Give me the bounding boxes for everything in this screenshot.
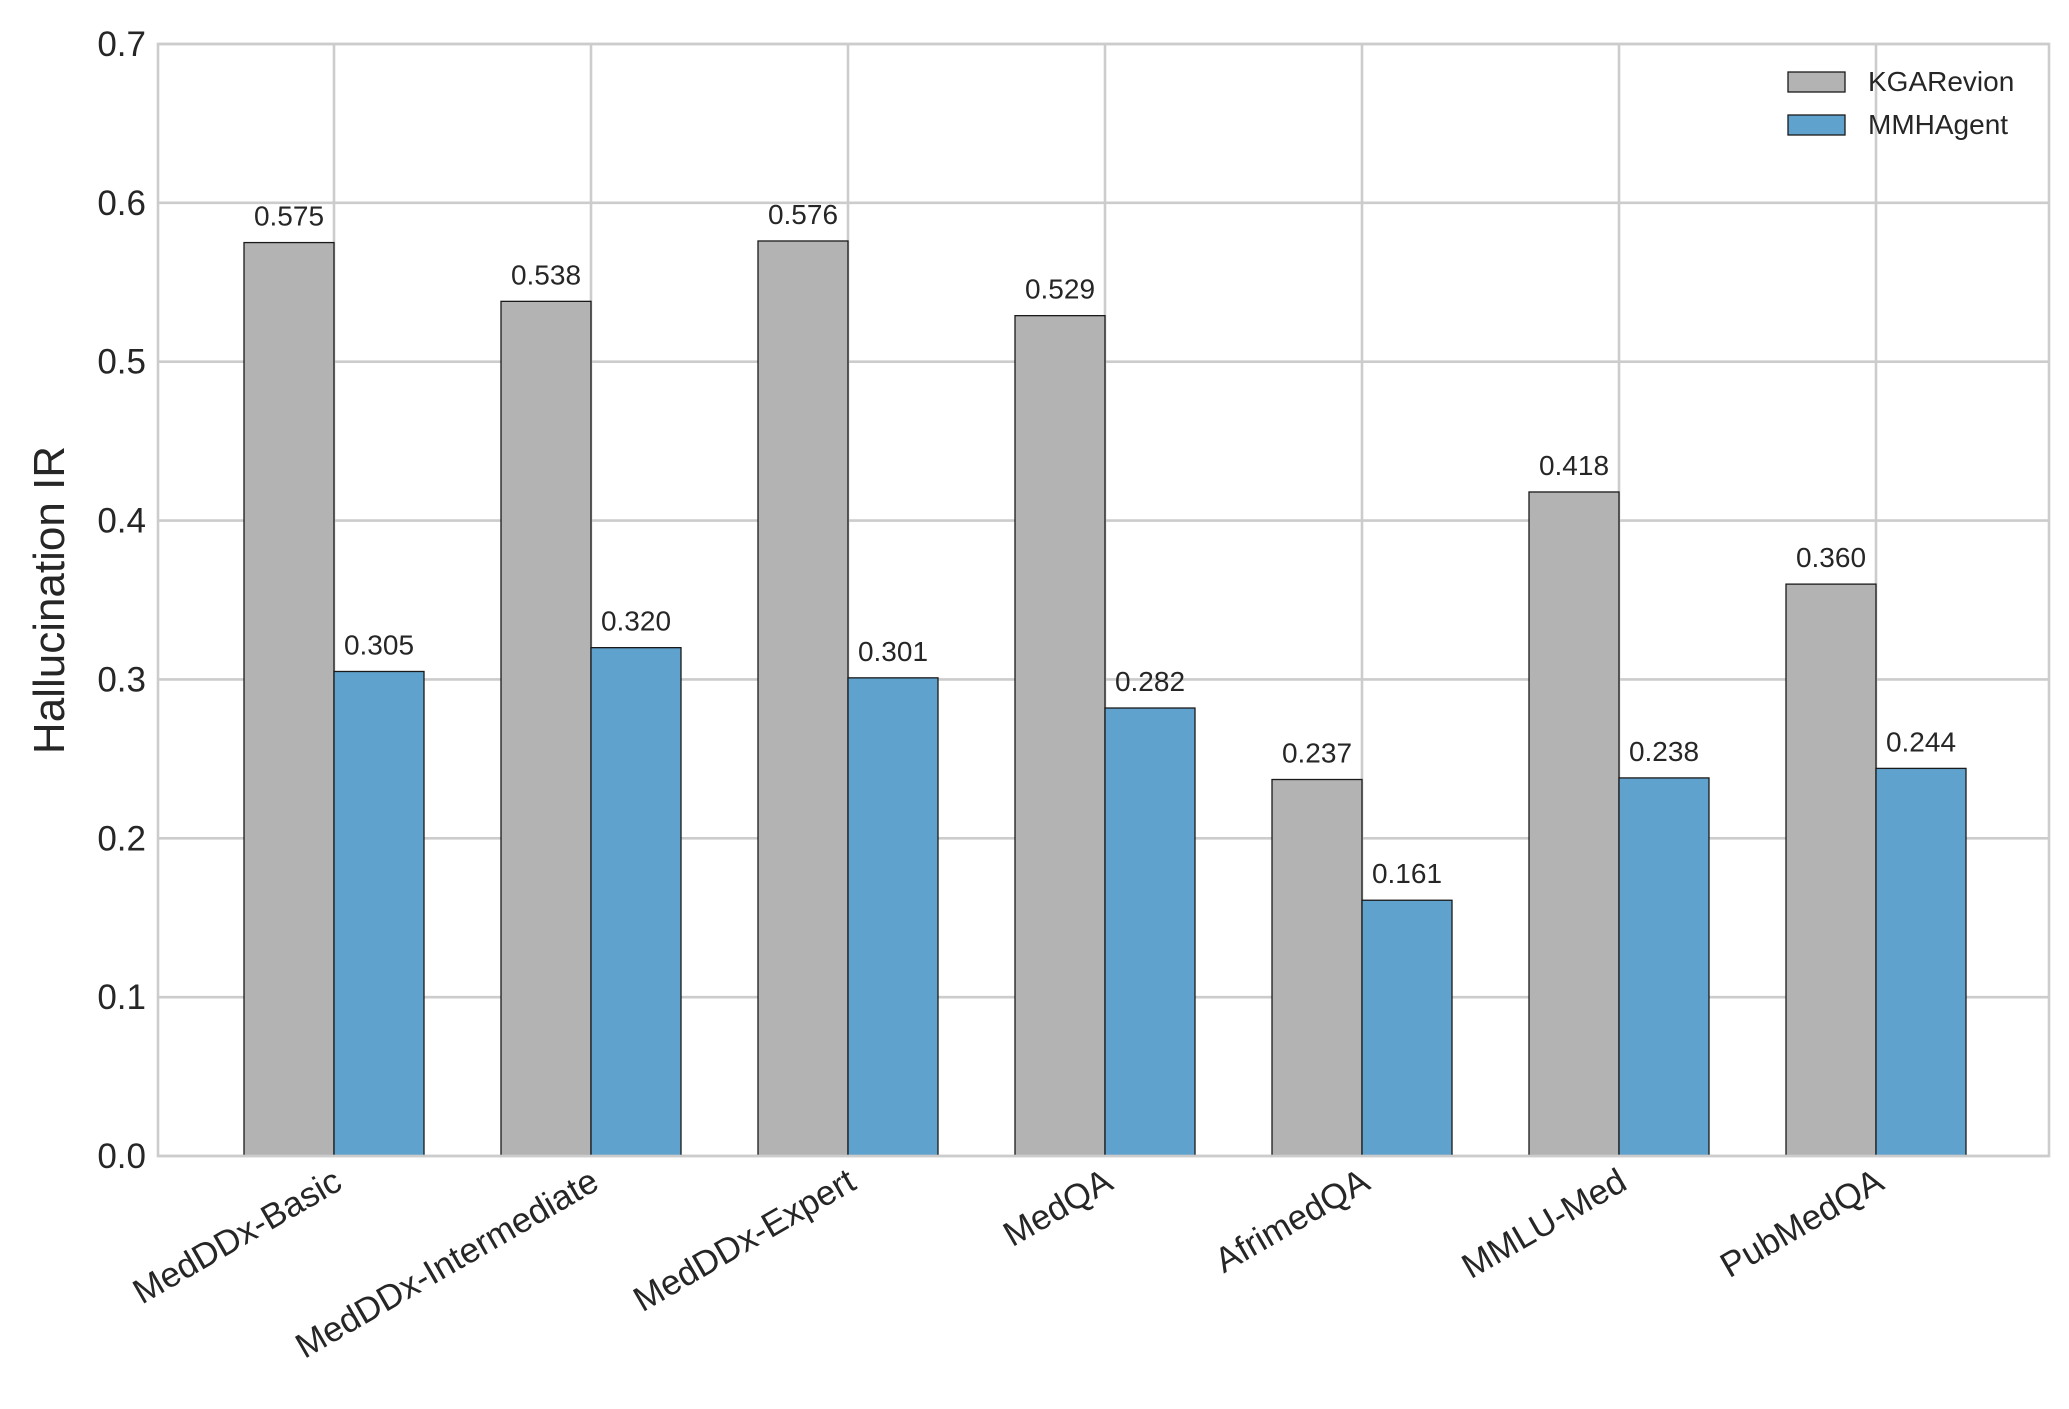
y-tick-label: 0.3 <box>97 660 146 699</box>
bar-kgarevion-pubmedqa[interactable] <box>1785 583 1877 1157</box>
x-tick-label: MMLU-Med <box>1455 1161 1633 1286</box>
x-tick-label: MedDDx-Expert <box>627 1161 862 1319</box>
bar-mmhagent-afrimedqa[interactable] <box>1361 899 1453 1157</box>
value-label: 0.238 <box>1629 736 1699 767</box>
legend-label-mmhagent: MMHAgent <box>1868 109 2008 140</box>
x-tick-label: MedQA <box>997 1161 1120 1254</box>
value-label: 0.244 <box>1886 726 1956 757</box>
value-label: 0.301 <box>858 636 928 667</box>
x-tick-label: MedDDx-Basic <box>126 1161 348 1311</box>
bar-kgarevion-afrimedqa[interactable] <box>1271 778 1363 1157</box>
value-labels: 0.575 0.538 0.576 0.529 0.237 0.418 0.360 0.305… <box>254 199 1956 889</box>
value-label: 0.529 <box>1025 274 1095 305</box>
bar-kgarevion-mmlu-med[interactable] <box>1528 491 1620 1157</box>
legend-label-kgarevion: KGARevion <box>1868 66 2014 97</box>
bars <box>243 240 1967 1157</box>
bar-mmhagent-mmlu-med[interactable] <box>1618 777 1710 1157</box>
bar-mmhagent-medddx-basic[interactable] <box>333 670 425 1157</box>
bar-kgarevion-medddx-basic[interactable] <box>243 241 335 1157</box>
legend-swatch-mmhagent <box>1787 114 1846 136</box>
y-tick-label: 0.2 <box>97 819 146 858</box>
bar-mmhagent-medqa[interactable] <box>1104 707 1196 1157</box>
y-tick-label: 0.5 <box>97 343 146 382</box>
x-tick-label: PubMedQA <box>1714 1161 1891 1286</box>
y-tick-label: 0.7 <box>97 25 146 64</box>
bar-mmhagent-medddx-intermediate[interactable] <box>590 647 682 1157</box>
legend[interactable]: KGARevion MMHAgent <box>1787 66 2014 140</box>
value-label: 0.575 <box>254 201 324 232</box>
bar-mmhagent-medddx-expert[interactable] <box>847 677 939 1157</box>
value-label: 0.237 <box>1282 738 1352 769</box>
legend-swatch-kgarevion <box>1787 71 1846 93</box>
value-label: 0.360 <box>1796 542 1866 573</box>
y-tick-label: 0.4 <box>97 502 146 541</box>
bar-kgarevion-medddx-expert[interactable] <box>757 240 849 1157</box>
value-label: 0.576 <box>768 199 838 230</box>
x-tick-label: AfrimedQA <box>1208 1161 1376 1281</box>
value-label: 0.320 <box>601 606 671 637</box>
y-tick-label: 0.1 <box>97 978 146 1017</box>
value-label: 0.161 <box>1372 858 1442 889</box>
y-axis-ticks: 0.0 0.1 0.2 0.3 0.4 0.5 0.6 0.7 <box>97 25 146 1176</box>
value-label: 0.282 <box>1115 666 1185 697</box>
value-label: 0.418 <box>1539 450 1609 481</box>
value-label: 0.305 <box>344 629 414 660</box>
y-axis-label: Hallucination IR <box>25 446 74 754</box>
plot-frame <box>156 42 2051 1158</box>
y-tick-label: 0.6 <box>97 184 146 223</box>
y-tick-label: 0.0 <box>97 1137 146 1176</box>
bar-kgarevion-medddx-intermediate[interactable] <box>500 300 592 1157</box>
value-label: 0.538 <box>511 259 581 290</box>
bar-kgarevion-medqa[interactable] <box>1014 314 1106 1157</box>
bar-mmhagent-pubmedqa[interactable] <box>1875 767 1967 1157</box>
